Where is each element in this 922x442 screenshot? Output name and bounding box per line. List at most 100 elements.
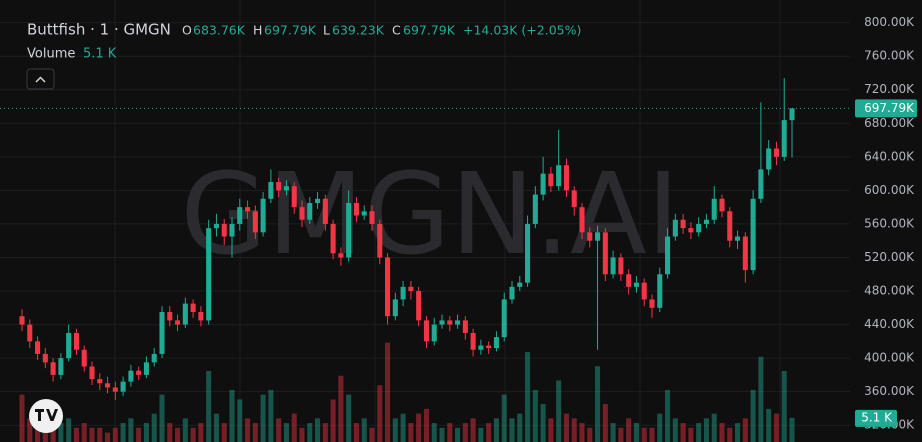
low-value: 639.23K	[332, 23, 385, 38]
y-tick-label: 600.00K	[864, 183, 915, 197]
candle-body	[369, 211, 375, 224]
volume-bar	[392, 418, 398, 442]
candle-body	[509, 286, 515, 300]
candle-body	[587, 232, 593, 241]
candle-body	[151, 353, 157, 363]
candle-body	[556, 165, 562, 187]
volume-bar	[563, 413, 569, 442]
volume-label: Volume	[27, 47, 75, 62]
candle-body	[97, 379, 103, 384]
collapse-button[interactable]	[26, 68, 55, 90]
volume-bar	[525, 352, 531, 442]
volume-bar	[711, 413, 717, 442]
volume-bar	[501, 394, 507, 442]
volume-bar	[346, 394, 352, 442]
candle-body	[392, 299, 398, 317]
candle-body	[633, 282, 639, 287]
volume-bar	[190, 427, 196, 442]
candle-body	[167, 312, 173, 321]
volume-bar	[105, 432, 111, 442]
logo-circle[interactable]	[29, 399, 63, 433]
volume-bar	[299, 427, 305, 442]
volume-bar	[462, 423, 468, 442]
volume-bar	[703, 418, 709, 442]
volume-bar	[641, 427, 647, 442]
change: +14.03K (+2.05%)	[463, 23, 581, 38]
volume-bar	[213, 413, 219, 442]
candle-body	[641, 282, 647, 300]
volume-bar	[517, 413, 523, 442]
y-tick-label: 480.00K	[864, 284, 915, 298]
volume-bar	[758, 356, 764, 442]
candle-body	[73, 332, 79, 350]
volume-bar	[431, 423, 437, 442]
volume-bar	[493, 418, 499, 442]
volume-bar	[221, 423, 227, 442]
volume-bar	[719, 423, 725, 442]
candle-body	[486, 345, 492, 349]
y-tick-label: 400.00K	[864, 351, 915, 365]
volume-bar	[283, 423, 289, 442]
volume-bar	[89, 427, 95, 442]
volume-bar	[322, 423, 328, 442]
candle-body	[758, 169, 764, 199]
volume-bars	[19, 342, 795, 442]
volume-bar	[548, 418, 554, 442]
volume-bar	[626, 418, 632, 442]
volume-bar	[633, 423, 639, 442]
volume-bar	[688, 427, 694, 442]
y-tick-label: 560.00K	[864, 216, 915, 230]
candle-body	[525, 223, 531, 283]
candle-body	[377, 223, 383, 258]
open-value: 683.76K	[193, 23, 246, 38]
volume-bar	[291, 413, 297, 442]
candle-body	[213, 223, 219, 229]
volume-bar	[416, 413, 422, 442]
candle-body	[493, 337, 499, 349]
button-frame[interactable]	[26, 68, 55, 90]
volume-bar	[439, 427, 445, 442]
candle-body	[190, 303, 196, 312]
candle-body	[626, 274, 632, 287]
candle-body	[781, 120, 787, 157]
candle-body	[112, 387, 118, 392]
tv-logo[interactable]	[29, 399, 63, 433]
volume-bar	[478, 427, 484, 442]
volume-bar	[385, 342, 391, 442]
candle-body	[579, 207, 585, 233]
volume-bar	[151, 413, 157, 442]
volume-bar	[532, 389, 538, 442]
volume-bar	[276, 418, 282, 442]
candle-body	[408, 286, 414, 292]
candle-body	[89, 366, 95, 380]
candle-body	[657, 274, 663, 308]
candle-body	[307, 202, 313, 220]
price-tag-label: 697.79K	[864, 101, 915, 115]
symbol: Buttfish · 1 · GMGN	[27, 21, 171, 39]
candle-body	[346, 202, 352, 258]
candle-body	[742, 236, 748, 271]
candle-body	[143, 362, 149, 375]
volume-bar	[781, 371, 787, 442]
volume-bar	[330, 399, 336, 442]
volume-bar	[486, 423, 492, 442]
volume-bar	[66, 418, 72, 442]
volume-bar	[727, 427, 733, 442]
candle-body	[563, 165, 569, 191]
candle-body	[268, 182, 274, 199]
candle-body	[540, 173, 546, 195]
candle-body	[50, 362, 56, 375]
candle-body	[696, 223, 702, 233]
candle-body	[315, 198, 321, 203]
y-tick-label: 640.00K	[864, 149, 915, 163]
volume-bar	[35, 423, 41, 442]
volume-tag-label: 5.1 K	[861, 410, 893, 424]
volume-bar	[245, 418, 251, 442]
chevron	[35, 76, 46, 83]
price-tag	[855, 99, 917, 118]
candle-body	[237, 207, 243, 224]
volume-bar	[587, 427, 593, 442]
volume-bar	[672, 418, 678, 442]
